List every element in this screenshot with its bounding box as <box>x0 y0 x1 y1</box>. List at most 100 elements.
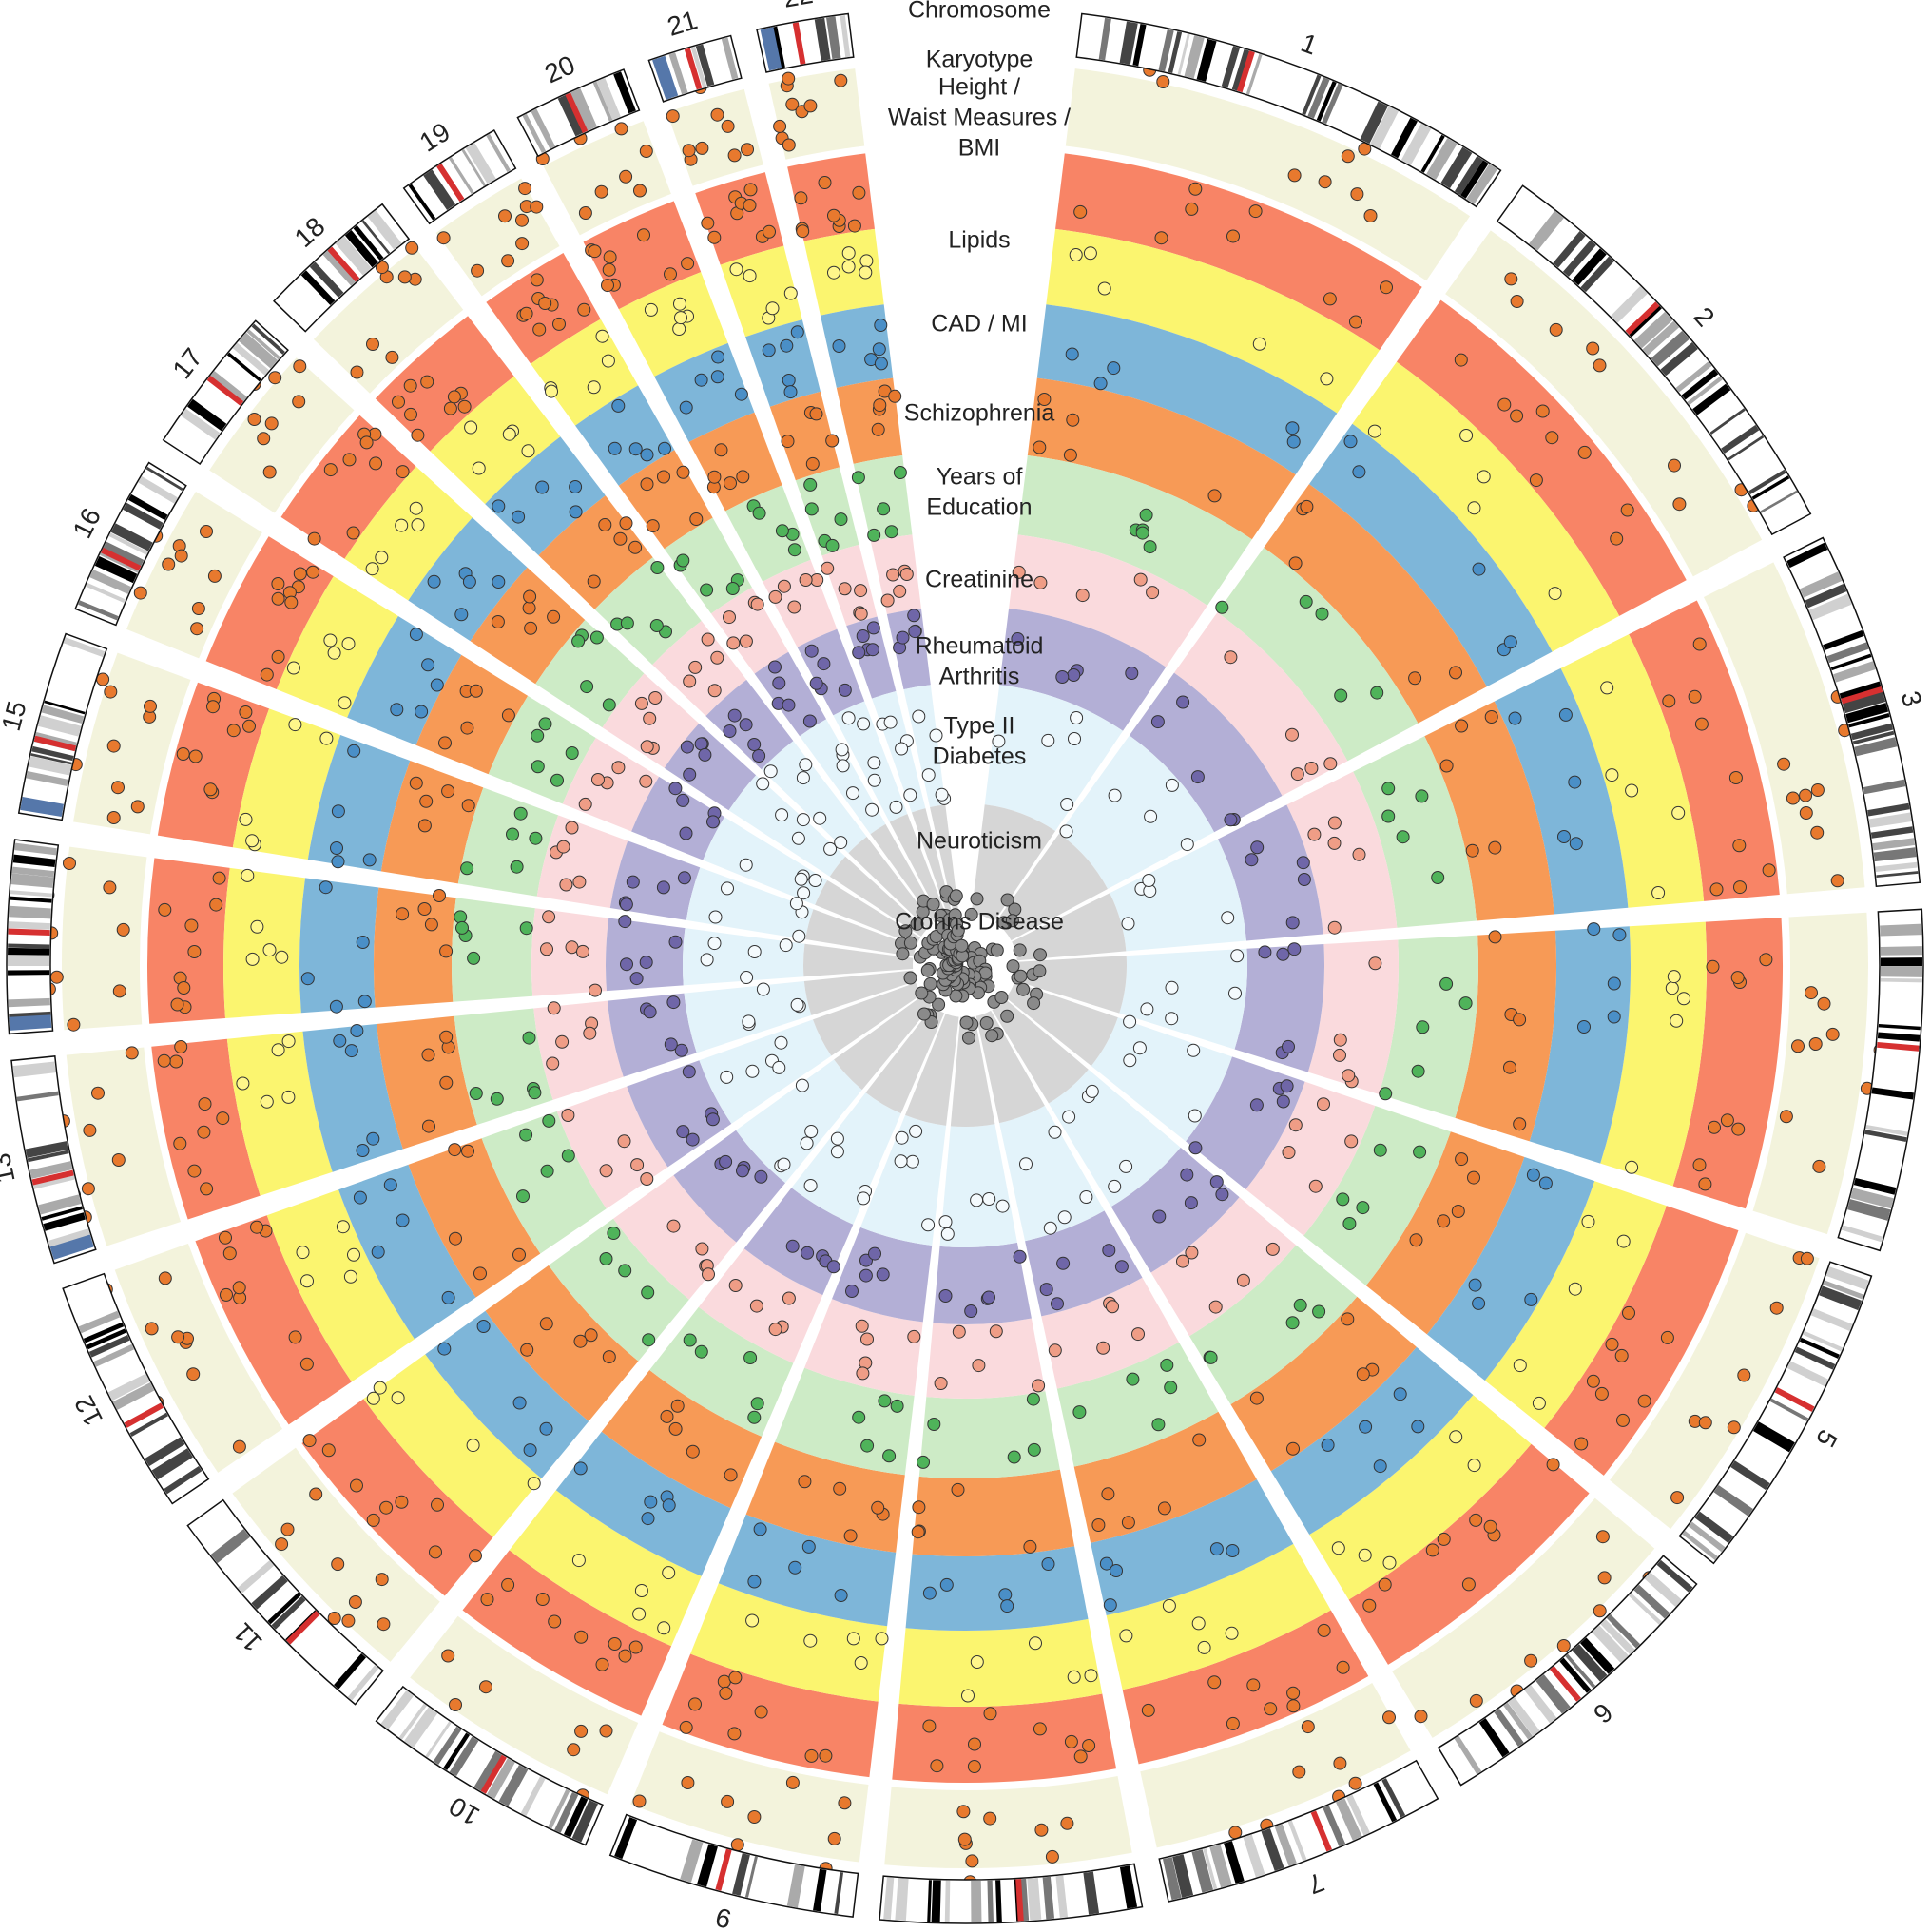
ideogram-band <box>26 770 68 786</box>
snp-point <box>752 749 766 763</box>
snp-point <box>765 301 780 316</box>
snp-point <box>1226 1716 1240 1730</box>
snp-point <box>834 512 848 527</box>
snp-point <box>319 880 333 895</box>
snp-point <box>1370 686 1384 700</box>
snp-point <box>739 634 753 648</box>
snp-point <box>1694 717 1709 731</box>
snp-point <box>573 1334 588 1348</box>
snp-point <box>857 1191 871 1206</box>
snp-point <box>396 1213 410 1227</box>
snp-point <box>357 995 372 1009</box>
snp-point <box>809 676 823 690</box>
ring-height-chr3 <box>1703 562 1865 895</box>
ideogram-band <box>1819 1285 1863 1311</box>
centromere-band <box>1236 50 1255 93</box>
snp-point <box>1285 421 1300 435</box>
snp-point <box>643 1005 657 1019</box>
snp-point <box>601 354 615 368</box>
ideogram-band <box>1730 1460 1770 1491</box>
ring-height-chr6 <box>1392 1497 1655 1738</box>
ideogram-band <box>571 1800 598 1843</box>
ideogram-band <box>1466 164 1497 204</box>
snp-point <box>220 1287 233 1302</box>
snp-point <box>1012 565 1026 579</box>
snp-point <box>222 1246 237 1261</box>
ideogram-chr3 <box>1783 536 1921 888</box>
ideogram-band <box>570 87 597 131</box>
snp-point <box>300 1274 314 1288</box>
snp-point <box>356 1144 370 1157</box>
snp-point <box>613 531 628 546</box>
ideogram-band <box>145 466 183 492</box>
snp-point <box>1184 1196 1198 1210</box>
ideogram-band <box>48 1228 90 1247</box>
ring-education-chr19 <box>618 450 713 550</box>
snp-point <box>559 878 573 892</box>
ideogram-band <box>557 93 586 137</box>
snp-point <box>794 872 808 886</box>
snp-point <box>834 836 848 850</box>
snp-point <box>940 1227 955 1241</box>
snp-point <box>1363 209 1378 222</box>
ideogram-band <box>107 1373 150 1401</box>
snp-point <box>803 99 818 113</box>
snp-point <box>1121 1516 1135 1530</box>
ring-ra-chr8 <box>926 1318 1046 1400</box>
snp-point <box>719 1686 733 1700</box>
chromosome-label: 6 <box>1588 1697 1618 1729</box>
snp-point <box>626 875 640 889</box>
snp-point <box>1249 1391 1264 1405</box>
snp-point <box>1472 562 1486 576</box>
snp-point <box>983 1707 997 1721</box>
ideogram-band <box>1274 1824 1297 1866</box>
snp-point <box>782 698 796 712</box>
snp-point <box>830 1145 844 1159</box>
snp-point <box>628 1640 643 1654</box>
snp-point <box>1063 448 1077 462</box>
snp-point <box>730 1838 744 1852</box>
snp-point <box>602 1350 616 1364</box>
snp-point <box>1033 575 1048 589</box>
ideogram-band <box>786 1864 805 1908</box>
snp-point <box>1276 947 1290 961</box>
snp-point <box>657 1621 671 1635</box>
snp-point <box>742 1014 756 1029</box>
ideogram-band <box>995 1880 1002 1922</box>
snp-point <box>519 306 533 320</box>
snp-point <box>1013 943 1027 957</box>
snp-point <box>216 1111 230 1126</box>
ring-schizophrenia-chr10 <box>555 1431 731 1576</box>
snp-point <box>471 263 485 278</box>
snp-point <box>1073 204 1088 219</box>
snp-point <box>650 561 665 574</box>
track-label: Height / <box>938 74 1020 101</box>
ideogram-band <box>1460 160 1489 199</box>
ring-cad-chr22 <box>803 228 884 316</box>
ideogram-band <box>1709 408 1746 435</box>
snp-point <box>740 971 754 984</box>
snp-point <box>640 740 654 754</box>
ideogram-band <box>408 184 436 221</box>
snp-point <box>550 773 564 787</box>
snp-point <box>170 997 184 1012</box>
ring-schizophrenia-chr20 <box>654 342 755 442</box>
snp-point <box>464 420 478 435</box>
snp-point <box>1315 607 1329 621</box>
snp-point <box>1165 980 1179 995</box>
snp-point <box>725 582 740 595</box>
snp-point <box>466 1439 480 1453</box>
snp-point <box>896 947 910 961</box>
ideogram-band <box>164 1466 203 1495</box>
centromere-band <box>101 547 142 571</box>
snp-point <box>404 407 417 421</box>
ring-cad-chr9 <box>690 1583 888 1702</box>
ideogram-band <box>86 1328 126 1350</box>
snp-point <box>1472 1296 1486 1310</box>
chromosome-label: 15 <box>0 698 32 734</box>
ideogram-band <box>1853 1177 1897 1195</box>
snp-point <box>803 477 818 492</box>
snp-point <box>682 144 696 158</box>
snp-point <box>479 1680 492 1694</box>
ring-schizophrenia-chr18 <box>485 436 606 556</box>
